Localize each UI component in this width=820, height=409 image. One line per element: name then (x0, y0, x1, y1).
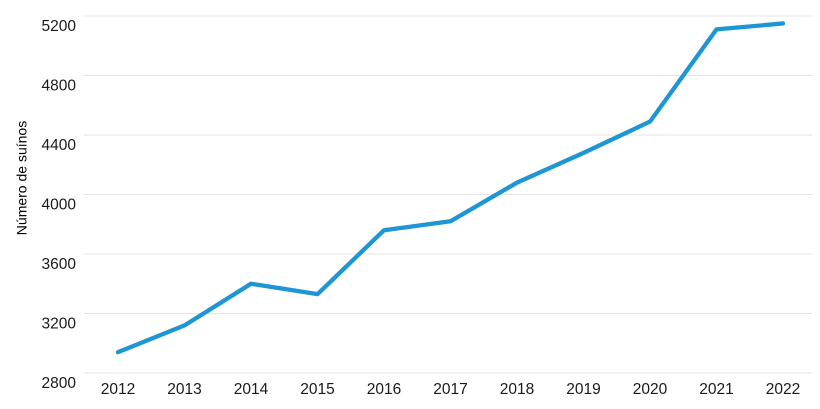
x-tick-label: 2021 (699, 381, 733, 398)
x-tick-label: 2015 (300, 381, 334, 398)
y-axis-tick-labels: 2800 3200 3600 4000 4400 4800 5200 (42, 18, 77, 392)
x-tick-label: 2014 (234, 381, 269, 398)
y-tick-label: 5200 (42, 18, 77, 35)
y-tick-label: 4000 (42, 197, 77, 214)
x-tick-label: 2016 (367, 381, 401, 398)
x-tick-label: 2013 (167, 381, 201, 398)
data-line (115, 21, 786, 355)
data-series-group (115, 21, 786, 355)
y-axis-title: Número de suínos (14, 121, 30, 235)
x-tick-label: 2020 (633, 381, 668, 398)
x-axis-tick-labels: 2012 2013 2014 2015 2016 2017 2018 2019 2020 2021… (101, 381, 800, 398)
y-tick-label: 4800 (42, 78, 77, 95)
y-tick-label: 3200 (42, 316, 77, 333)
x-tick-label: 2012 (101, 381, 135, 398)
x-tick-label: 2019 (566, 381, 600, 398)
y-tick-label: 3600 (42, 256, 77, 273)
y-tick-label: 4400 (42, 137, 77, 154)
x-tick-label: 2017 (433, 381, 467, 398)
x-tick-label: 2018 (500, 381, 534, 398)
x-tick-label: 2022 (766, 381, 800, 398)
y-tick-label: 2800 (42, 375, 77, 392)
